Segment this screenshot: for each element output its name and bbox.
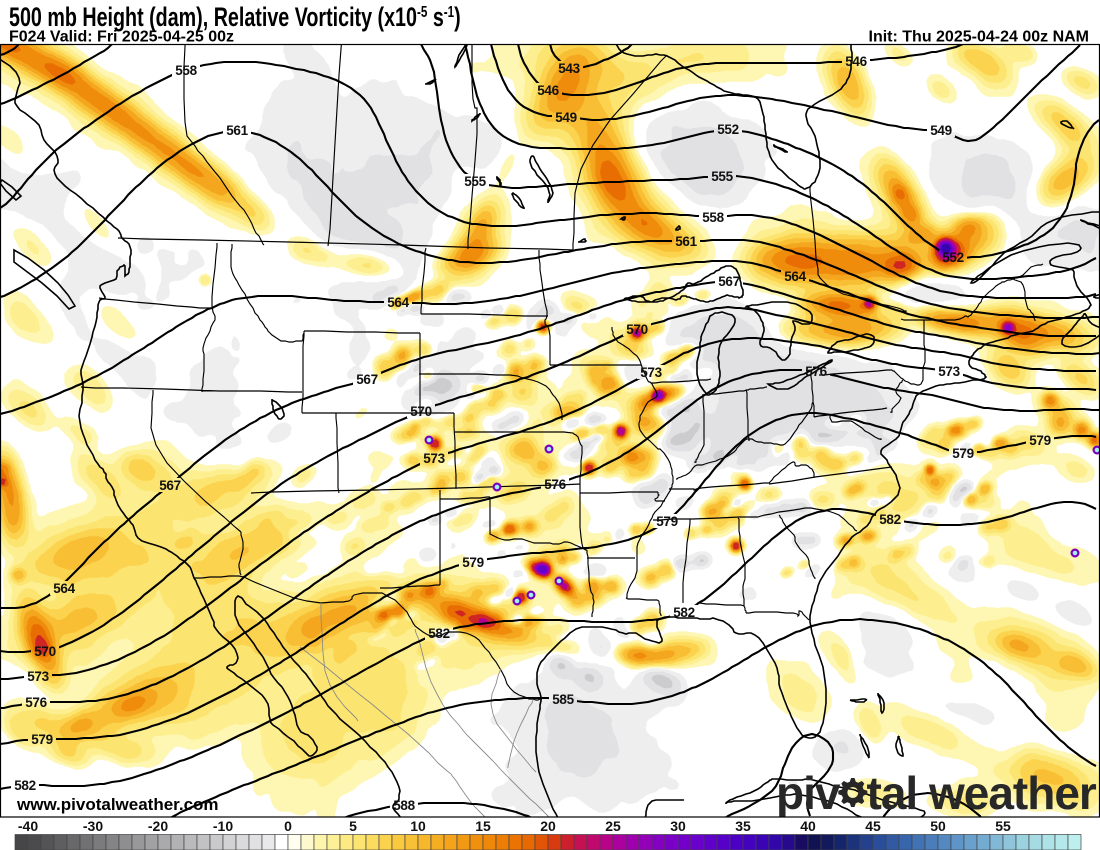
svg-text:55: 55 <box>995 818 1011 834</box>
svg-text:-10: -10 <box>213 818 233 834</box>
svg-text:582: 582 <box>879 512 901 527</box>
svg-text:588: 588 <box>393 798 415 813</box>
svg-text:570: 570 <box>34 644 56 659</box>
svg-text:543: 543 <box>558 61 580 76</box>
svg-text:www.pivotalweather.com: www.pivotalweather.com <box>16 795 219 814</box>
svg-text:582: 582 <box>428 626 450 641</box>
svg-text:558: 558 <box>702 210 724 225</box>
svg-text:25: 25 <box>605 818 621 834</box>
svg-text:F024 Valid: Fri 2025-04-25 00z: F024 Valid: Fri 2025-04-25 00z <box>9 29 234 46</box>
svg-text:573: 573 <box>938 364 960 379</box>
svg-text:582: 582 <box>673 605 695 620</box>
svg-text:576: 576 <box>805 364 827 379</box>
svg-text:-30: -30 <box>83 818 103 834</box>
svg-text:546: 546 <box>845 54 867 69</box>
svg-text:45: 45 <box>865 818 881 834</box>
svg-text:40: 40 <box>800 818 816 834</box>
svg-text:573: 573 <box>640 365 662 380</box>
svg-text:570: 570 <box>626 322 648 337</box>
svg-text:Init: Thu 2025-04-24 00z NAM: Init: Thu 2025-04-24 00z NAM <box>869 29 1090 46</box>
svg-text:579: 579 <box>462 555 484 570</box>
svg-text:567: 567 <box>356 372 378 387</box>
svg-text:piv: piv <box>776 767 841 819</box>
svg-text:30: 30 <box>670 818 686 834</box>
svg-text:5: 5 <box>349 818 357 834</box>
svg-text:573: 573 <box>27 669 49 684</box>
svg-text:573: 573 <box>423 451 445 466</box>
svg-text:585: 585 <box>552 692 574 707</box>
svg-text:552: 552 <box>942 250 964 265</box>
svg-text:576: 576 <box>25 695 47 710</box>
svg-text:555: 555 <box>711 169 733 184</box>
svg-text:549: 549 <box>930 123 952 138</box>
svg-text:567: 567 <box>159 478 181 493</box>
svg-text:561: 561 <box>675 234 697 249</box>
svg-text:50: 50 <box>930 818 946 834</box>
svg-text:564: 564 <box>53 581 75 596</box>
svg-text:20: 20 <box>540 818 556 834</box>
svg-text:15: 15 <box>475 818 491 834</box>
svg-text:570: 570 <box>410 404 432 419</box>
svg-text:558: 558 <box>175 63 197 78</box>
svg-text:-20: -20 <box>148 818 168 834</box>
svg-text:576: 576 <box>544 477 566 492</box>
svg-text:564: 564 <box>784 269 806 284</box>
svg-text:579: 579 <box>952 446 974 461</box>
svg-text:582: 582 <box>14 778 36 793</box>
svg-text:579: 579 <box>656 514 678 529</box>
svg-text:564: 564 <box>387 295 409 310</box>
svg-text:561: 561 <box>226 123 248 138</box>
svg-text:549: 549 <box>555 110 577 125</box>
svg-text:567: 567 <box>718 274 740 289</box>
svg-text:579: 579 <box>31 732 53 747</box>
svg-text:0: 0 <box>284 818 292 834</box>
svg-text:tal weather: tal weather <box>867 767 1097 819</box>
svg-text:552: 552 <box>717 122 739 137</box>
svg-text:500 mb Height (dam), Relative: 500 mb Height (dam), Relative Vorticity … <box>9 2 461 33</box>
svg-text:10: 10 <box>410 818 426 834</box>
svg-text:555: 555 <box>464 174 486 189</box>
svg-text:-40: -40 <box>18 818 38 834</box>
svg-text:546: 546 <box>537 83 559 98</box>
svg-text:579: 579 <box>1029 433 1051 448</box>
svg-text:35: 35 <box>735 818 751 834</box>
